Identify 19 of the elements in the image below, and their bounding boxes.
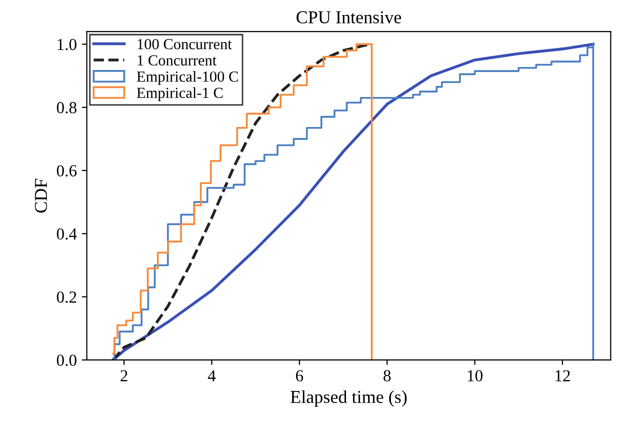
- y-axis-title: CDF: [34, 178, 48, 213]
- y-tick-label: 0.8: [56, 102, 76, 114]
- x-tick-label: 2: [120, 370, 128, 382]
- x-tick-label: 12: [556, 370, 570, 382]
- legend-label: 100 Concurrent: [138, 38, 232, 50]
- x-tick-label: 8: [384, 370, 391, 382]
- x-tick-label: 10: [468, 370, 482, 382]
- y-tick-label: 0.6: [56, 165, 77, 177]
- y-tick-label: 0.2: [56, 292, 76, 303]
- x-axis-title: Elapsed time (s): [290, 390, 407, 407]
- y-tick-label: 1.0: [58, 38, 76, 50]
- x-tick-label: 4: [208, 370, 216, 382]
- chart-title: CPU Intensive: [296, 11, 402, 24]
- y-tick-label: 0.4: [56, 228, 77, 240]
- x-tick-label: 6: [296, 370, 304, 382]
- legend-label: Empirical-1 C: [136, 87, 223, 102]
- y-tick-label: 0.0: [56, 354, 76, 366]
- legend-label: Empirical-100 C: [136, 71, 238, 85]
- legend-label: 1 Concurrent: [138, 55, 217, 66]
